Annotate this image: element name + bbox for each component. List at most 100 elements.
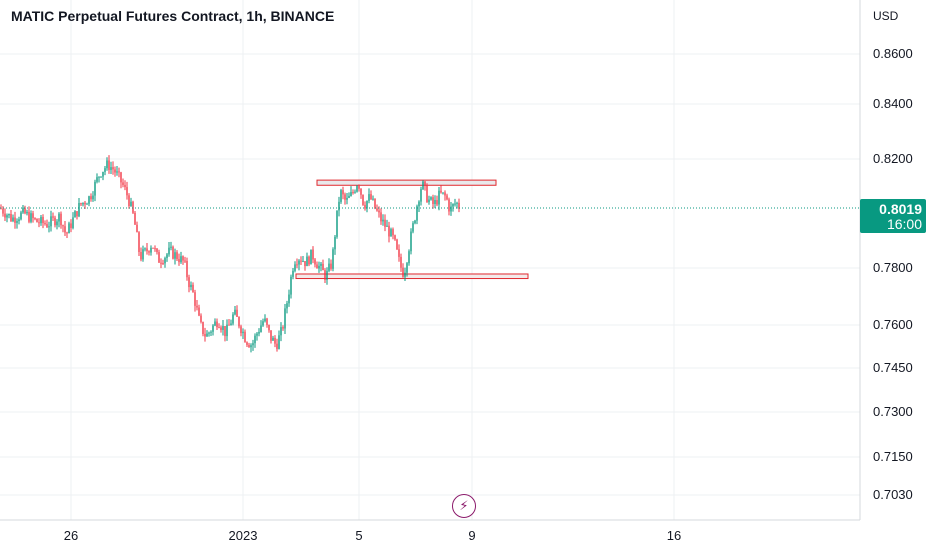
candle-body [188, 277, 190, 288]
candle-body [286, 303, 288, 309]
candle [454, 198, 456, 207]
candle-body [378, 210, 380, 213]
candle-body [248, 344, 250, 348]
candle [376, 204, 378, 212]
candle [182, 255, 184, 265]
candle [34, 217, 36, 221]
candle [130, 197, 132, 207]
candle-body [242, 331, 244, 334]
candle [240, 324, 242, 337]
candle [184, 256, 186, 263]
lightning-icon[interactable]: ⚡︎ [452, 494, 476, 518]
candle [142, 245, 144, 262]
candle-body [6, 215, 8, 218]
candle-body [74, 211, 76, 218]
candle [162, 259, 164, 265]
candle-body [26, 211, 28, 214]
candle [320, 262, 322, 272]
candle [276, 338, 278, 352]
candle-body [398, 249, 400, 257]
candle-body [408, 251, 410, 264]
candle [450, 201, 452, 216]
time-axis[interactable]: 26 2023 5 9 16 [64, 528, 681, 543]
candle [452, 203, 454, 212]
candle [334, 234, 336, 255]
candle [80, 202, 82, 206]
candle [122, 178, 124, 188]
candle-body [282, 327, 284, 329]
candle [170, 241, 172, 251]
candle-body [390, 229, 392, 237]
price-axis[interactable]: 0.8600 0.8400 0.8200 0.7800 0.7600 0.7450 0.73… [873, 46, 913, 502]
candle-body [310, 249, 312, 265]
last-price-tag: 0.8019 16:00 [860, 199, 926, 233]
candle-body [316, 264, 318, 269]
candle [298, 259, 300, 271]
candle-body [246, 342, 248, 345]
candle-body [452, 204, 454, 207]
candle-body [412, 223, 414, 232]
candle-body [330, 263, 332, 269]
candle-body [304, 261, 306, 267]
candle-body [170, 246, 172, 248]
candle-body [140, 252, 142, 260]
candle [10, 209, 12, 222]
candle-body [146, 248, 148, 252]
candle-body [290, 276, 292, 295]
candle [308, 255, 310, 267]
candle-body [206, 333, 208, 337]
candle-body [110, 167, 112, 170]
candle [92, 191, 94, 202]
candle-body [142, 249, 144, 260]
candle-body [46, 224, 48, 228]
candle [242, 328, 244, 340]
candle-body [214, 321, 216, 326]
candle [28, 206, 30, 224]
candle-body [226, 324, 228, 337]
candle [366, 200, 368, 213]
candle [116, 165, 118, 176]
candle-body [112, 167, 114, 170]
candle-body [440, 190, 442, 193]
candle-body [194, 292, 196, 306]
candle [322, 259, 324, 271]
candle-body [168, 247, 170, 255]
candle-body [144, 248, 146, 250]
candle [56, 219, 58, 230]
candle [324, 268, 326, 284]
candle-body [238, 316, 240, 327]
candle-body [218, 327, 220, 329]
candle [6, 213, 8, 223]
candle [260, 320, 262, 333]
candle [66, 231, 68, 239]
candle [446, 193, 448, 201]
candle [178, 253, 180, 266]
candle [346, 192, 348, 205]
candle [208, 331, 210, 337]
candle [72, 212, 74, 230]
candle-body [10, 214, 12, 222]
candle [188, 274, 190, 293]
candle [54, 215, 56, 228]
candle-body [442, 192, 444, 194]
candle-body [82, 202, 84, 205]
candle [384, 214, 386, 232]
candle-body [320, 263, 322, 266]
candle [426, 183, 428, 203]
candle [448, 197, 450, 216]
candle-body [136, 224, 138, 233]
candle [158, 249, 160, 263]
candle [238, 316, 240, 329]
candle [4, 208, 6, 222]
candle [440, 185, 442, 194]
candle [264, 314, 266, 323]
candle [282, 325, 284, 331]
candle-body [186, 260, 188, 278]
candle [200, 313, 202, 324]
candle-body [54, 217, 56, 226]
candle [148, 250, 150, 256]
candle-body [108, 160, 110, 170]
candle-body [64, 226, 66, 233]
